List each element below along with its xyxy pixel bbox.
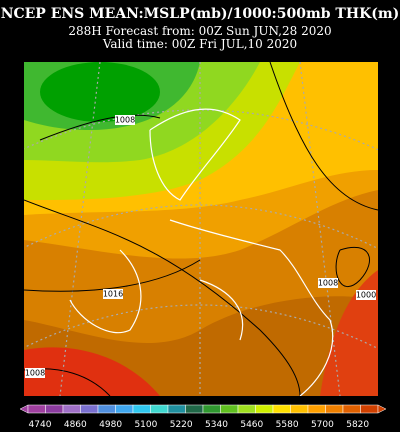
- isobar-label-box: [115, 115, 135, 125]
- colorbar-label: 4740: [29, 420, 52, 430]
- colorbar-label: 5700: [311, 420, 334, 430]
- colorbar-swatch: [220, 404, 239, 414]
- isobar-label: 1016: [103, 290, 123, 299]
- colorbar-swatch: [307, 404, 326, 414]
- colorbar-swatch: [45, 404, 64, 414]
- colorbar-swatch: [150, 404, 169, 414]
- colorbar-swatch: [237, 404, 256, 414]
- isobar-labels: 1008 1016 1008 1000 1008: [25, 115, 376, 378]
- colorbar-label: 5460: [240, 420, 263, 430]
- isobar-label-box: [103, 289, 123, 299]
- colorbar-label: 4980: [99, 420, 122, 430]
- colorbar-swatch: [185, 404, 204, 414]
- map: [24, 62, 378, 396]
- isobar-label-box: [356, 290, 376, 300]
- forecast: 288H Forecast from: 00Z Sun JUN,28 2020: [68, 24, 331, 38]
- colorbar-swatch: [80, 404, 99, 414]
- colorbar-swatch: [132, 404, 151, 414]
- colorbar-label: 4860: [64, 420, 87, 430]
- colorbar-label: 5100: [134, 420, 157, 430]
- colorbar-label: 5220: [170, 420, 193, 430]
- colorbar-label: 5580: [276, 420, 299, 430]
- isobar-label: 1008: [25, 369, 45, 378]
- isobar-label: 1000: [356, 291, 376, 300]
- valid-time: Valid time: 00Z Fri JUL,10 2020: [102, 37, 297, 51]
- colorbar-swatch: [115, 404, 134, 414]
- colorbar-swatch: [27, 404, 46, 414]
- isobar-label-box: [25, 368, 45, 378]
- title: NCEP ENS MEAN:MSLP(mb)/1000:500mb THK(m): [1, 6, 400, 22]
- colorbar: 4740 4860 4980 5100 5220 5340 5460 5580 5700 5820: [19, 404, 387, 430]
- colorbar-swatch: [167, 404, 186, 414]
- isobar-label: 1008: [318, 279, 338, 288]
- colorbar-swatch: [255, 404, 274, 414]
- colorbar-swatch: [272, 404, 291, 414]
- colorbar-swatch: [342, 404, 361, 414]
- colorbar-swatch: [62, 404, 81, 414]
- colorbar-swatch: [290, 404, 309, 414]
- colorbar-swatch: [202, 404, 221, 414]
- colorbar-swatch: [360, 404, 379, 414]
- colorbar-end: [377, 404, 387, 414]
- colorbar-swatch: [97, 404, 116, 414]
- isobar-label-box: [318, 278, 338, 288]
- colorbar-label: 5820: [346, 420, 369, 430]
- isobar-label: 1008: [115, 116, 135, 125]
- colorbar-swatch: [325, 404, 344, 414]
- colorbar-label: 5340: [205, 420, 228, 430]
